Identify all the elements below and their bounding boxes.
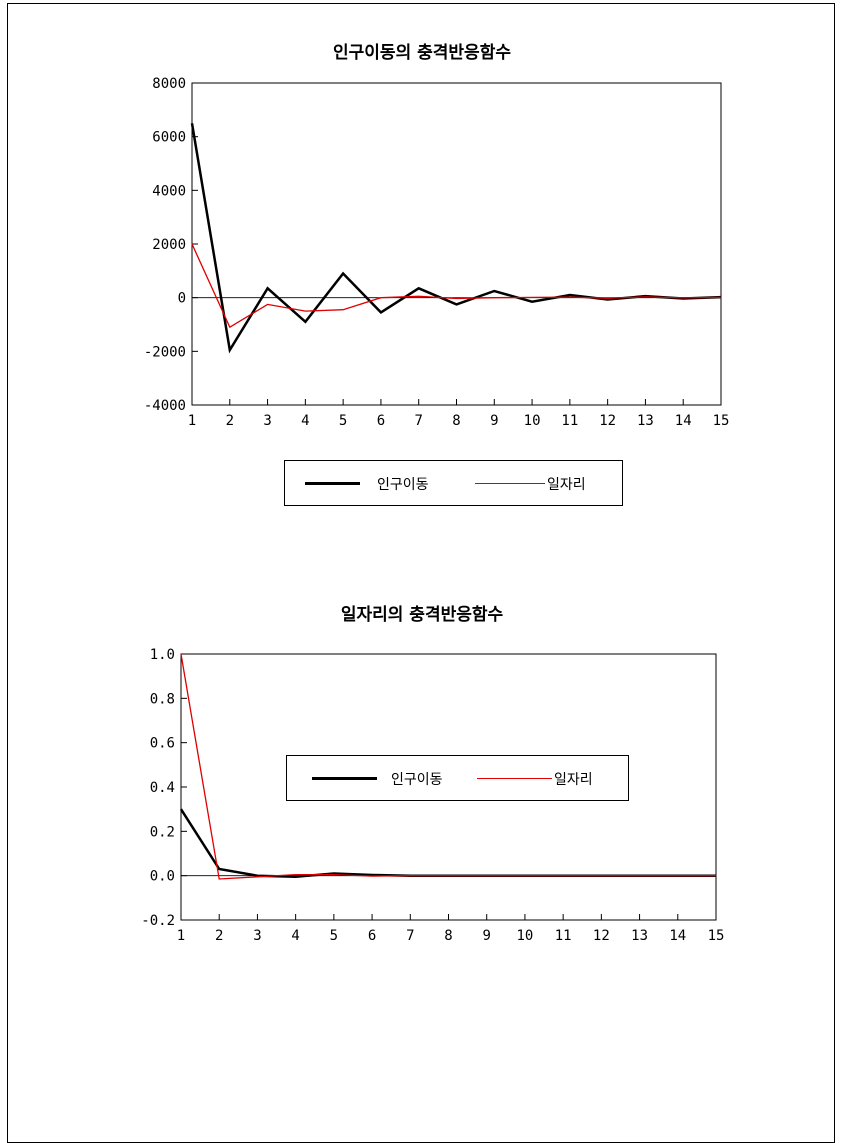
x-tick-label: 6 — [377, 413, 385, 429]
y-tick-label: 6000 — [152, 130, 186, 146]
y-tick-label: 0 — [178, 291, 186, 307]
x-tick-label: 3 — [253, 928, 261, 944]
x-tick-label: 14 — [669, 928, 686, 944]
y-tick-label: -2000 — [144, 344, 186, 360]
y-tick-label: -0.2 — [141, 913, 175, 929]
x-tick-label: 7 — [414, 413, 422, 429]
x-tick-label: 8 — [444, 928, 452, 944]
legend-label-series-1: 인구이동 — [377, 477, 429, 493]
x-tick-label: 9 — [490, 413, 498, 429]
x-tick-label: 1 — [177, 928, 185, 944]
legend-label-series-1: 인구이동 — [391, 772, 443, 788]
series-line-2 — [191, 243, 722, 329]
x-tick-label: 7 — [406, 928, 414, 944]
legend-label-series-2: 일자리 — [554, 772, 593, 788]
y-tick-label: 0.4 — [150, 780, 175, 796]
x-tick-label: 12 — [599, 413, 616, 429]
y-tick-label: 2000 — [152, 237, 186, 253]
y-tick-label: -4000 — [144, 398, 186, 414]
chart-title-1: 인구이동의 충격반응함수 — [333, 43, 511, 63]
y-tick-label: 1.0 — [150, 647, 175, 663]
legend-swatch-series-1 — [305, 482, 360, 485]
x-tick-label: 2 — [226, 413, 234, 429]
chart-title-2: 일자리의 충격반응함수 — [340, 605, 504, 625]
y-tick-label: 0.0 — [150, 869, 175, 885]
legend-swatch-series-2 — [477, 778, 552, 779]
x-tick-label: 3 — [263, 413, 271, 429]
x-tick-label: 5 — [330, 928, 338, 944]
y-tick-label: 4000 — [152, 183, 186, 199]
x-tick-label: 11 — [561, 413, 578, 429]
x-tick-label: 2 — [215, 928, 223, 944]
x-tick-label: 6 — [368, 928, 376, 944]
series-line-2 — [180, 653, 716, 880]
y-tick-label: 0.8 — [150, 691, 175, 707]
x-tick-label: 1 — [188, 413, 196, 429]
x-tick-label: 8 — [452, 413, 460, 429]
legend-swatch-series-1 — [312, 777, 377, 780]
legend-label-series-2: 일자리 — [547, 477, 586, 493]
x-tick-label: 9 — [482, 928, 490, 944]
y-tick-label: 0.6 — [150, 736, 175, 752]
x-tick-label: 13 — [631, 928, 648, 944]
x-tick-label: 13 — [637, 413, 654, 429]
x-tick-label: 10 — [524, 413, 541, 429]
x-tick-label: 12 — [593, 928, 610, 944]
y-tick-label: 8000 — [152, 76, 186, 92]
x-tick-label: 10 — [516, 928, 533, 944]
x-tick-label: 4 — [291, 928, 299, 944]
x-tick-label: 15 — [713, 413, 730, 429]
x-tick-label: 14 — [675, 413, 692, 429]
x-tick-label: 5 — [339, 413, 347, 429]
x-tick-label: 11 — [555, 928, 572, 944]
chart-1-legend: 인구이동 일자리 — [284, 460, 623, 506]
legend-swatch-series-2 — [475, 483, 545, 484]
x-tick-label: 15 — [708, 928, 725, 944]
x-tick-label: 4 — [301, 413, 309, 429]
y-tick-label: 0.2 — [150, 824, 175, 840]
series-line-1 — [179, 808, 716, 879]
chart-2-legend: 인구이동 일자리 — [286, 755, 629, 801]
